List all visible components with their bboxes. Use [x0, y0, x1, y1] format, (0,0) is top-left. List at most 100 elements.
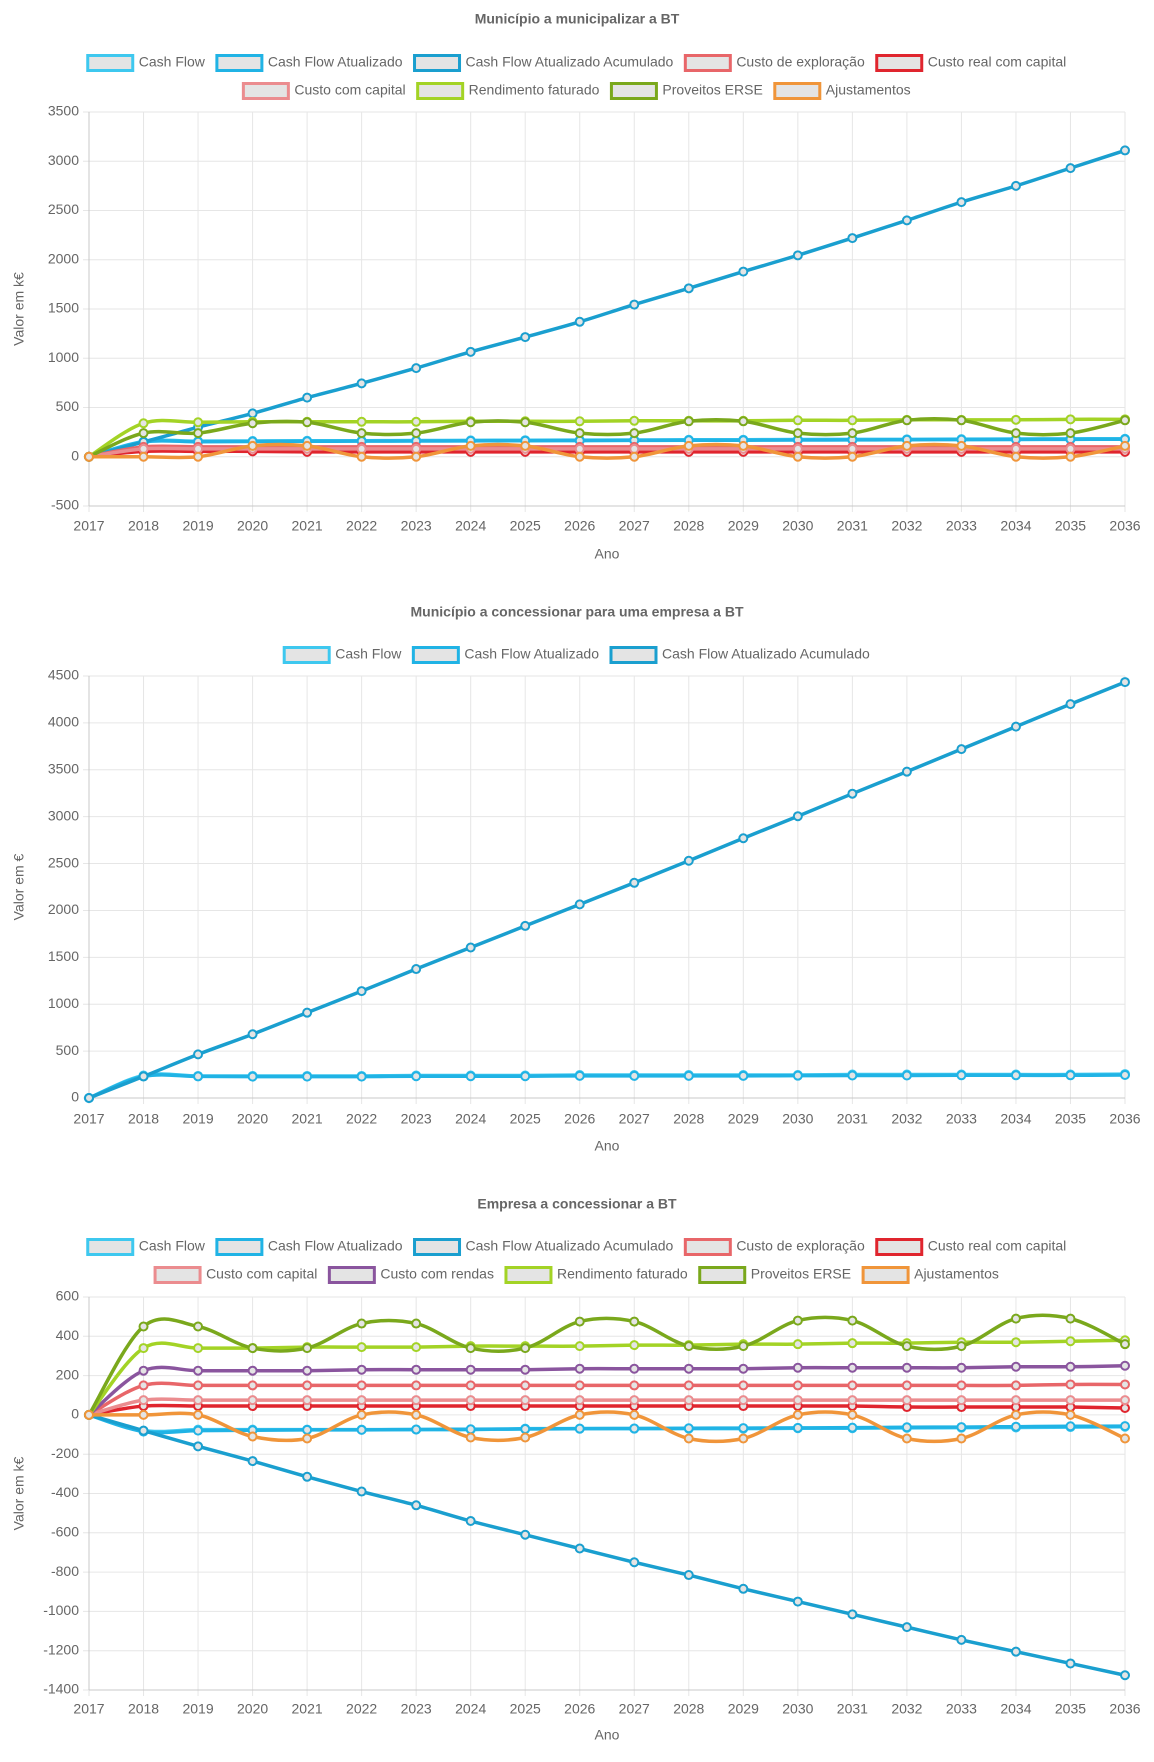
data-point: [683, 283, 694, 294]
legend-swatch: [861, 1266, 910, 1284]
legend-item: Cash Flow Atualizado: [215, 1238, 403, 1256]
legend-item: Rendimento faturado: [504, 1266, 688, 1284]
data-point: [465, 1424, 476, 1435]
legend-label: Ajustamentos: [826, 82, 911, 98]
data-point: [847, 1315, 858, 1326]
data-point: [629, 299, 640, 310]
x-tick-label: 2017: [73, 1701, 104, 1717]
data-point: [302, 1395, 313, 1406]
y-tick-label: 400: [56, 1327, 80, 1343]
x-tick-label: 2018: [128, 1701, 159, 1717]
series-line: [88, 1413, 1126, 1435]
series-line: [87, 1338, 1126, 1417]
legend-swatch: [215, 1238, 264, 1256]
x-tick-label: 2024: [455, 1701, 486, 1717]
legend-item: Proveitos ERSE: [698, 1266, 851, 1284]
x-tick-label: 2036: [1109, 1701, 1140, 1717]
data-point: [411, 964, 422, 975]
data-point: [847, 788, 858, 799]
data-point: [629, 451, 640, 462]
data-point: [193, 443, 204, 454]
legend-label: Custo real com capital: [928, 54, 1067, 70]
data-point: [520, 332, 531, 343]
data-point: [574, 1341, 585, 1352]
data-point: [193, 1343, 204, 1354]
data-point: [738, 1395, 749, 1406]
legend-item: Custo real com capital: [875, 54, 1067, 72]
data-point: [574, 416, 585, 427]
data-point: [356, 1486, 367, 1497]
legend-label: Cash Flow Atualizado: [464, 646, 599, 662]
data-point: [629, 1423, 640, 1434]
legend-item: Cash Flow Atualizado Acumulado: [413, 54, 674, 72]
data-point: [574, 1423, 585, 1434]
legend-label: Custo com capital: [294, 82, 405, 98]
y-tick-label: 2000: [48, 250, 79, 266]
data-point: [629, 1340, 640, 1351]
x-tick-label: 2031: [837, 1701, 868, 1717]
data-point: [901, 1070, 912, 1081]
data-point: [1010, 1395, 1021, 1406]
legend-swatch: [413, 1238, 462, 1256]
data-point: [356, 443, 367, 454]
data-point: [901, 415, 912, 426]
y-tick-label: 200: [56, 1366, 80, 1382]
data-point: [683, 440, 694, 451]
data-point: [901, 1341, 912, 1352]
x-tick-label: 2022: [346, 1701, 377, 1717]
legend-swatch: [86, 54, 135, 72]
data-point: [629, 443, 640, 454]
data-point: [629, 1409, 640, 1420]
data-point: [629, 1380, 640, 1391]
data-point: [792, 1395, 803, 1406]
data-point: [193, 1395, 204, 1406]
data-point: [574, 443, 585, 454]
data-point: [792, 1422, 803, 1433]
data-point: [792, 1596, 803, 1607]
y-tick-label: 2000: [48, 901, 79, 917]
data-point: [1120, 1070, 1130, 1081]
x-tick-label: 2023: [401, 518, 432, 534]
series-line: [88, 1073, 1126, 1100]
x-tick-label: 2026: [564, 518, 595, 534]
data-point: [247, 1365, 258, 1376]
data-point: [629, 1557, 640, 1568]
data-point: [356, 1071, 367, 1082]
data-point: [1065, 451, 1076, 462]
legend-label: Proveitos ERSE: [751, 1266, 851, 1282]
x-tick-label: 2034: [1000, 1701, 1031, 1717]
data-point: [465, 1343, 476, 1354]
y-tick-label: 4000: [48, 714, 79, 730]
x-tick-label: 2032: [891, 1701, 922, 1717]
data-point: [84, 1093, 94, 1103]
data-point: [1065, 1361, 1076, 1372]
data-point: [847, 443, 858, 454]
y-tick-label: 0: [71, 1406, 79, 1422]
data-point: [1010, 414, 1021, 425]
data-point: [302, 1471, 313, 1482]
x-tick-label: 2031: [837, 1111, 868, 1127]
data-point: [411, 1424, 422, 1435]
data-point: [465, 1395, 476, 1406]
legend-item: Cash Flow Atualizado: [411, 646, 599, 664]
data-point: [84, 451, 94, 462]
data-point: [956, 1634, 967, 1645]
data-point: [465, 1071, 476, 1082]
x-tick-label: 2019: [182, 518, 213, 534]
data-point: [302, 1365, 313, 1376]
data-point: [356, 1364, 367, 1375]
data-point: [574, 1363, 585, 1374]
x-tick-label: 2025: [510, 1111, 541, 1127]
x-tick-label: 2020: [237, 1111, 268, 1127]
data-point: [247, 408, 258, 419]
data-point: [574, 451, 585, 462]
data-point: [629, 428, 640, 439]
data-point: [520, 1071, 531, 1082]
legend-item: Proveitos ERSE: [609, 82, 763, 100]
x-tick-label: 2023: [401, 1111, 432, 1127]
legend-swatch: [86, 1238, 135, 1256]
data-point: [847, 1380, 858, 1391]
data-point: [956, 744, 967, 755]
data-point: [683, 1395, 694, 1406]
legend-item: Cash Flow Atualizado: [215, 54, 403, 72]
